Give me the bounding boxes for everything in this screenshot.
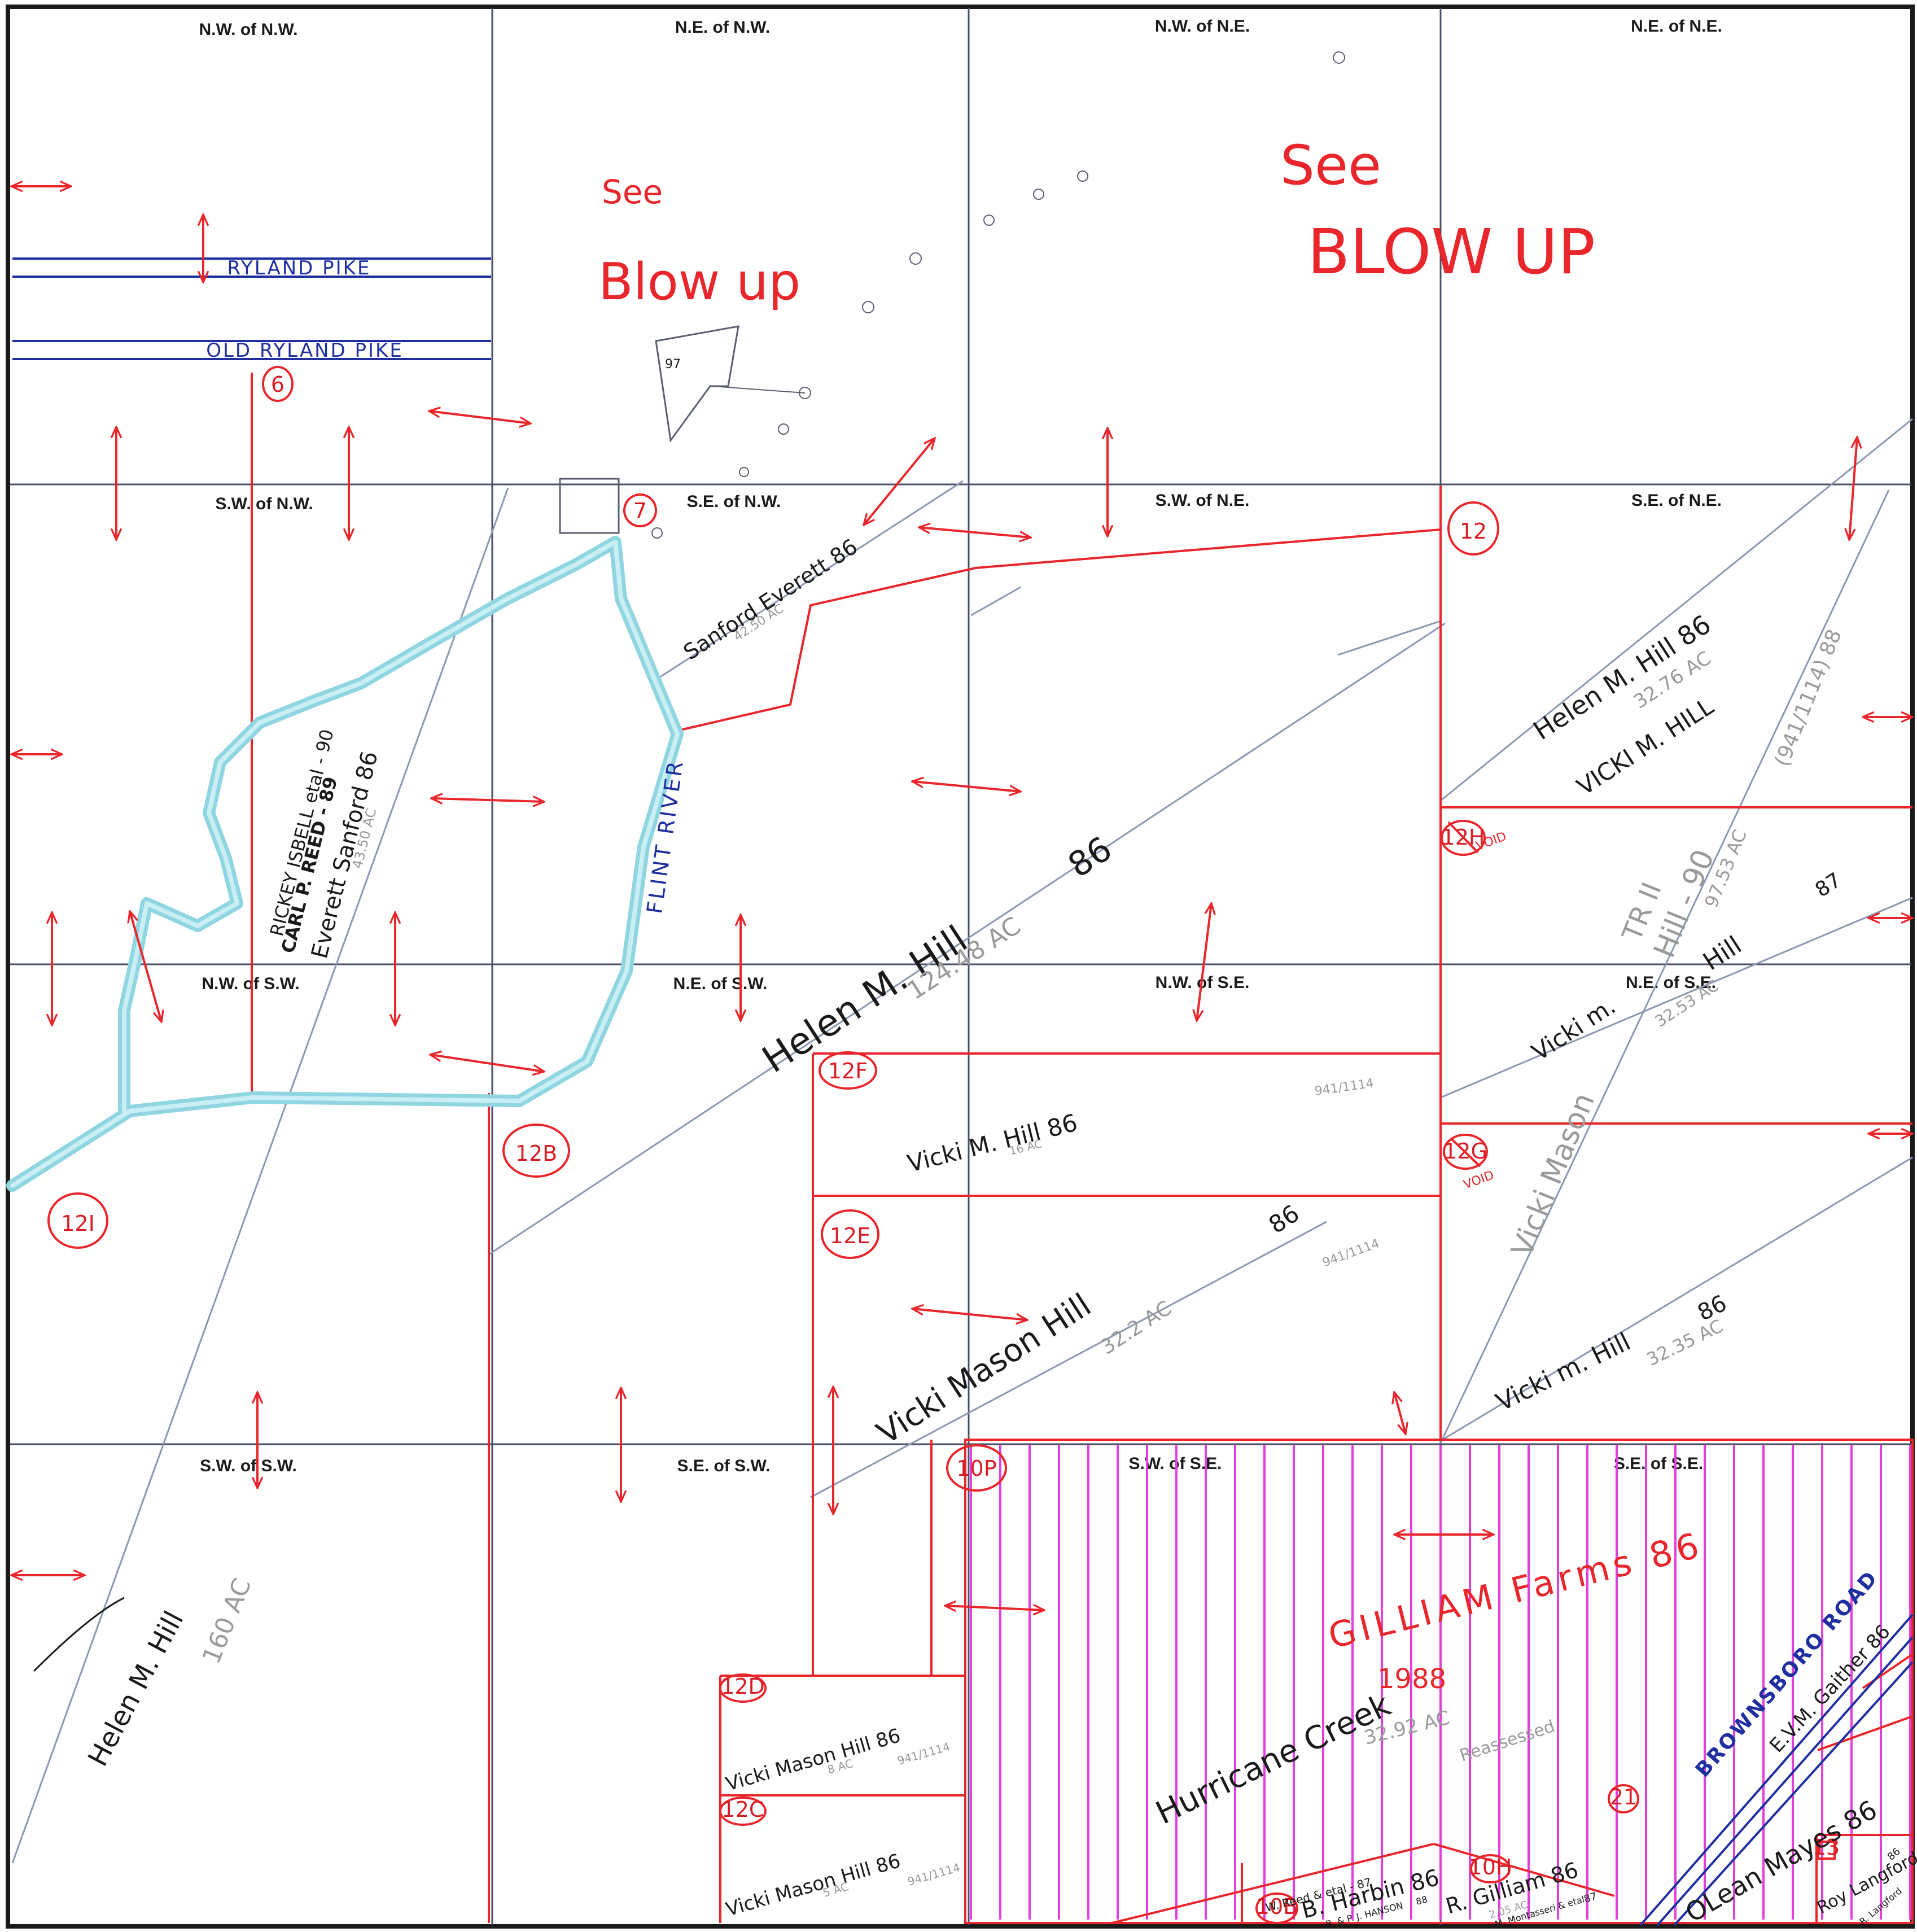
continuation-arrow [864, 438, 935, 525]
deed-label: 941/1114 [906, 1860, 962, 1888]
continuation-arrow [945, 1606, 1044, 1610]
quarter-label: N.W. of N.W. [199, 20, 298, 39]
owner-label: Vicki Mason Hill 86 [723, 1724, 903, 1796]
owner-label: Hurricane Creek [1150, 1686, 1397, 1832]
quarter-label: S.E. of N.E. [1631, 491, 1722, 510]
quarter-label: N.E. of S.E. [1626, 973, 1716, 992]
blowup-note: BLOW UP [1307, 216, 1595, 288]
parcel-id-labels: 6 7 12 12H 12B 12F 12E 12G 12I 12D 12C 1… [61, 372, 1840, 1919]
acreage-label: 32.2 AC [1097, 1297, 1176, 1360]
survey-points [651, 51, 1345, 539]
owner-label: 86 [1264, 1199, 1305, 1239]
red-double-arrows [11, 186, 1912, 1610]
continuation-arrow [429, 411, 531, 423]
parcel-id: 6 [271, 372, 285, 397]
quarter-label: S.W. of N.W. [215, 495, 313, 513]
flint-river [6, 536, 684, 1192]
roads [12, 257, 1914, 1926]
quarter-label: S.E. of S.E. [1614, 1454, 1703, 1473]
deed-label: 941/1114 [1321, 1236, 1382, 1270]
parcel-id: 12C [722, 1797, 764, 1822]
parcel-id: 10B [1256, 1894, 1298, 1919]
continuation-arrow [1394, 1392, 1406, 1434]
blowup-note: Blow up [598, 252, 800, 312]
plot-label: 97 [665, 357, 681, 371]
acreage-label: 32.35 AC [1643, 1315, 1726, 1370]
quarter-label: S.E. of S.W. [677, 1457, 770, 1475]
parcel-id: 7 [633, 499, 647, 523]
owner-label: Hill [1698, 930, 1747, 976]
quarter-label: N.E. of S.W. [673, 974, 768, 993]
parcel-id: 12I [61, 1211, 95, 1236]
parcel-id: 12 [1460, 519, 1487, 544]
owner-label: Vicki Mason Hill 86 [723, 1850, 903, 1921]
parcel-id: 13 [1813, 1835, 1840, 1860]
quarter-label: N.W. of N.E. [1155, 17, 1250, 36]
deed-label: 941/1114 [896, 1739, 952, 1767]
owner-label: Helen M. Hill [82, 1606, 190, 1772]
road-label-ryland-pike: RYLAND PIKE [227, 257, 371, 279]
owner-label: Vicki M. Hill 86 [905, 1109, 1080, 1178]
parcel-circles [47, 366, 1836, 1924]
year-label: 1988 [1377, 1663, 1446, 1695]
continuation-arrow [431, 798, 544, 802]
gilliam-hatch [964, 1439, 1914, 1924]
see-note: See [602, 173, 663, 211]
blowup-notes: See Blow up See BLOW UP 97 [559, 134, 1595, 534]
parcel-id: 10H [1469, 1855, 1512, 1879]
owner-label: Vicki m. [1527, 992, 1621, 1066]
void-mark: VOID [1462, 1168, 1496, 1192]
quarter-label: N.E. of N.W. [675, 18, 770, 37]
parcel-id: 12F [828, 1059, 868, 1083]
see-note: See [1280, 134, 1381, 197]
deed-label: 941/1114 [1314, 1077, 1375, 1099]
owner-label: Vicki Mason Hill [870, 1287, 1097, 1452]
year-label: 88 [1415, 1894, 1428, 1907]
continuation-arrow [1197, 903, 1211, 1021]
road-label-old-ryland-pike: OLD RYLAND PIKE [206, 339, 404, 362]
owner-label: 86 [1061, 829, 1119, 885]
map-border [6, 5, 1915, 1929]
parcel-id: 10P [956, 1456, 996, 1481]
owner-label: Vicki m. Hill [1491, 1327, 1635, 1417]
continuation-arrow [1849, 437, 1857, 540]
owner-label: Vicki Mason [1505, 1089, 1601, 1262]
parcel-id: 12D [721, 1674, 765, 1699]
quarter-label: N.E. of N.E. [1631, 17, 1722, 36]
continuation-arrow [919, 527, 1031, 537]
continuation-arrow [130, 911, 161, 1022]
deed-label: (941/1114) 88 [1770, 626, 1846, 770]
parcel-id: 12E [830, 1223, 870, 1248]
parcel-id: 21 [1610, 1785, 1637, 1809]
continuation-arrow [430, 1055, 544, 1072]
quarter-label: S.W. of N.E. [1156, 491, 1250, 510]
acreage-label: 160 AC [197, 1574, 257, 1668]
owner-label: 87 [1811, 868, 1846, 902]
year-label: 87 [1583, 1890, 1599, 1905]
continuation-arrow [912, 781, 1021, 792]
quarter-label: S.E. of N.W. [687, 492, 781, 511]
continuation-arrow [912, 1309, 1027, 1320]
owner-annotations: Sanford Everett 86 42.50 AC RICKEY ISBEL… [33, 534, 1917, 1930]
quarter-label: S.W. of S.W. [200, 1457, 297, 1475]
parcel-id: 12B [515, 1141, 557, 1166]
red-boundaries [251, 373, 1914, 1924]
note-label: Reassessed [1458, 1716, 1557, 1765]
